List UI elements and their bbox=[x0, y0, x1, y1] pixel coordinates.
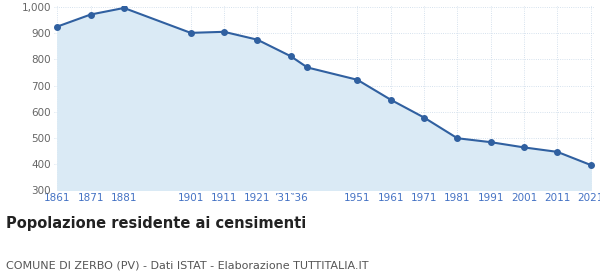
Text: COMUNE DI ZERBO (PV) - Dati ISTAT - Elaborazione TUTTITALIA.IT: COMUNE DI ZERBO (PV) - Dati ISTAT - Elab… bbox=[6, 261, 368, 271]
Text: Popolazione residente ai censimenti: Popolazione residente ai censimenti bbox=[6, 216, 306, 231]
